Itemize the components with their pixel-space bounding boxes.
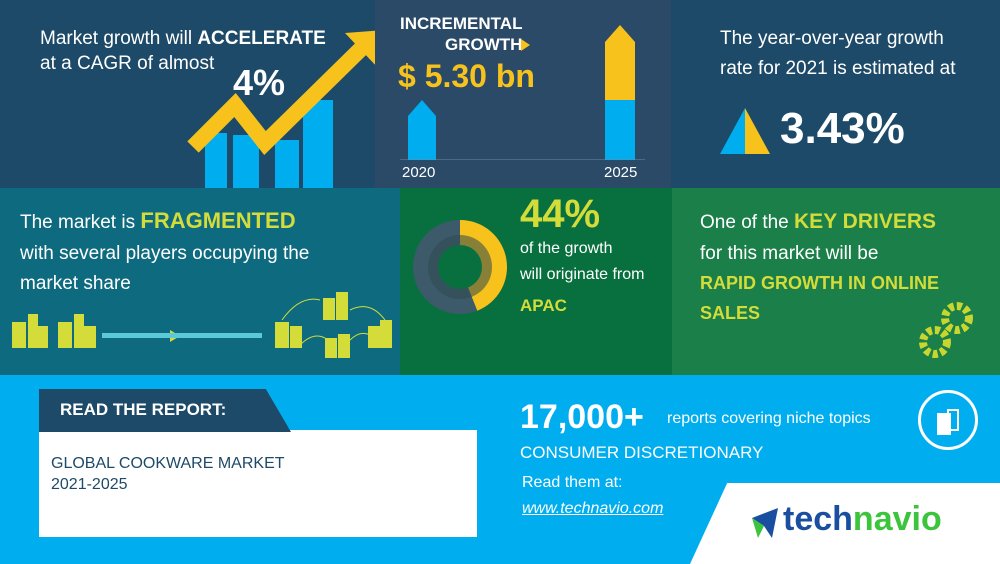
region-line1: of the growth [520,240,613,257]
incremental-label1: INCREMENTAL [400,14,523,33]
report-title-1: GLOBAL COOKWARE MARKET [51,455,285,472]
yoy-line1: The year-over-year growth [720,28,944,49]
gears-icon [919,302,973,358]
yoy-panel [671,0,1000,188]
year-end: 2025 [604,164,638,181]
bar-2025-base [605,100,635,160]
drivers-line2: for this market will be [700,243,879,264]
bar-2025-increment [605,25,635,100]
category: CONSUMER DISCRETIONARY [520,443,764,462]
technavio-link[interactable]: www.technavio.com [522,500,664,517]
fragmented-line2: with several players occupying the [20,243,310,264]
play-triangle-icon [521,39,530,51]
region-value: 44% [520,192,601,236]
report-card [39,430,477,537]
yoy-value: 3.43% [780,104,905,153]
cagr-value: 4% [233,62,286,103]
region-line2: will originate from [520,266,645,283]
fragmented-line1: The market is FRAGMENTED [20,208,296,233]
cagr-line1: Market growth will ACCELERATE [40,28,326,49]
incremental-label2: GROWTH [445,35,523,54]
report-count: 17,000+ [520,398,644,436]
year-start: 2020 [402,164,436,181]
region-donut [413,220,507,314]
incremental-bars [400,25,645,160]
logo-area [690,483,1000,564]
report-header-bg [39,389,291,432]
shopping-bag-icon [918,390,978,450]
buildings-icon [12,292,392,358]
driver-text-2: SALES [700,303,761,323]
incremental-value: $ 5.30 bn [398,58,535,94]
region-name: APAC [520,296,567,315]
report-header: READ THE REPORT: [60,400,227,419]
driver-text-1: RAPID GROWTH IN ONLINE [700,273,939,293]
growth-arrow-icon [187,30,375,188]
bar-2020 [408,100,436,160]
drivers-line1: One of the KEY DRIVERS [700,210,937,233]
triangle-up-icon [720,108,770,154]
technavio-logo-icon [752,508,778,538]
report-count-text: reports covering niche topics [667,410,871,427]
fragmented-line3: market share [20,273,131,294]
yoy-line2: rate for 2021 is estimated at [720,58,956,79]
technavio-logo: technavio [783,500,942,538]
read-label: Read them at: [522,474,623,491]
report-title-2: 2021-2025 [51,476,128,493]
cagr-line2: at a CAGR of almost [40,53,215,74]
